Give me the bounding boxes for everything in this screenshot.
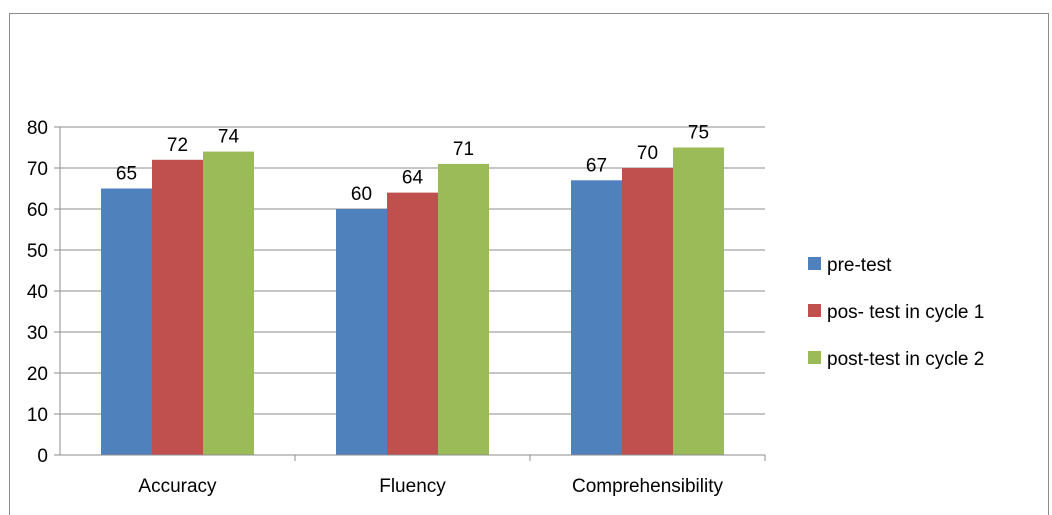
legend-swatch-0 <box>808 257 821 270</box>
y-tick-label-50: 50 <box>27 241 48 262</box>
data-label-accuracy-1: 72 <box>167 135 188 156</box>
x-tick-label-comprehensibility: Comprehensibility <box>572 476 724 497</box>
legend-label-0: pre-test <box>827 255 892 276</box>
data-label-fluency-2: 71 <box>453 139 474 160</box>
data-label-fluency-1: 64 <box>402 168 424 189</box>
bars <box>101 147 724 456</box>
bar-accuracy-2 <box>203 151 254 455</box>
x-tick-label-fluency: Fluency <box>379 476 446 497</box>
bar-comprehensibility-0 <box>571 180 622 456</box>
bar-comprehensibility-1 <box>622 168 673 455</box>
data-label-fluency-0: 60 <box>351 184 372 205</box>
y-tick-label-0: 0 <box>37 446 48 467</box>
data-labels: 65 72 74 60 64 71 67 70 75 <box>116 123 709 206</box>
data-label-comprehensibility-2: 75 <box>688 123 709 144</box>
chart-frame <box>9 13 1049 515</box>
y-tick-label-60: 60 <box>27 200 48 221</box>
y-tick-label-40: 40 <box>27 282 48 303</box>
legend-label-2: post-test in cycle 2 <box>827 349 984 370</box>
data-label-accuracy-2: 74 <box>218 127 240 148</box>
data-label-comprehensibility-0: 67 <box>586 155 607 176</box>
bar-fluency-2 <box>438 163 489 455</box>
y-tick-label-80: 80 <box>27 118 48 139</box>
y-tick-label-70: 70 <box>27 159 48 180</box>
data-label-comprehensibility-1: 70 <box>637 143 658 164</box>
bar-comprehensibility-2 <box>673 147 724 455</box>
legend: pre-test pos- test in cycle 1 post-test in… <box>808 255 984 370</box>
y-tick-label-20: 20 <box>27 364 48 385</box>
legend-swatch-1 <box>808 304 821 317</box>
legend-label-1: pos- test in cycle 1 <box>827 302 984 323</box>
data-label-accuracy-0: 65 <box>116 164 137 185</box>
bar-accuracy-1 <box>152 159 203 456</box>
bar-fluency-1 <box>387 192 438 455</box>
axes: 0 10 20 30 40 50 60 70 80 Accuracy Fluency Comprehe… <box>27 118 766 497</box>
y-tick-label-10: 10 <box>27 405 48 426</box>
x-tick-label-accuracy: Accuracy <box>138 476 217 497</box>
legend-swatch-2 <box>808 351 821 364</box>
y-tick-label-30: 30 <box>27 323 48 344</box>
bar-accuracy-0 <box>101 188 152 455</box>
bar-fluency-0 <box>336 209 387 455</box>
